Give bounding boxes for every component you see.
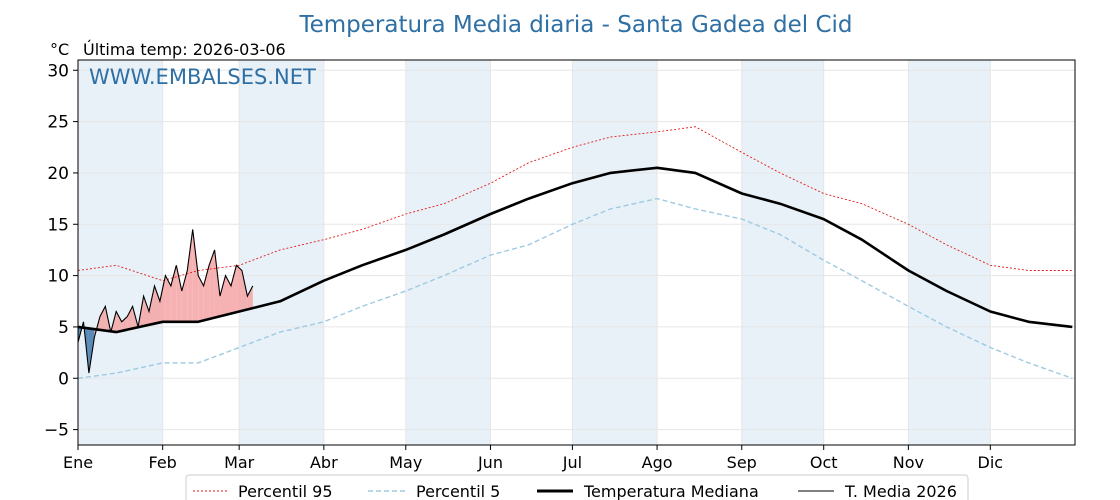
x-tick-label: Nov: [893, 453, 924, 472]
month-band: [78, 60, 163, 445]
x-tick-label: Feb: [149, 453, 177, 472]
legend-box: [185, 474, 969, 500]
y-axis-ticks: −5 0 5 10 15 20 25 30: [44, 61, 78, 441]
x-tick-label: Mar: [224, 453, 255, 472]
watermark: WWW.EMBALSES.NET: [89, 65, 316, 89]
legend-label-median: Temperatura Mediana: [583, 482, 759, 500]
anomaly-fill-above: [176, 265, 182, 322]
legend-label-current: T. Media 2026: [844, 482, 957, 500]
series-lines: [77, 126, 1073, 379]
x-tick-label: Jun: [477, 453, 503, 472]
anomaly-fill-above: [236, 265, 242, 313]
anomaly-fill-above: [149, 285, 155, 325]
y-tick-label: 5: [58, 318, 69, 338]
anomaly-fill-above: [230, 265, 237, 314]
anomaly-fill-above: [220, 275, 226, 317]
x-tick-label: May: [389, 453, 422, 472]
anomaly-fill-above: [99, 306, 106, 331]
x-tick-label: Ago: [642, 453, 673, 472]
anomaly-fill-above: [209, 249, 215, 320]
x-tick-label: Oct: [810, 453, 838, 472]
month-band: [741, 60, 824, 445]
anomaly-fill-above: [143, 296, 150, 327]
y-tick-label: 20: [47, 164, 69, 184]
plot-frame: [77, 59, 1076, 446]
month-band: [405, 60, 491, 445]
chart-title: Temperatura Media diaria - Santa Gadea d…: [298, 12, 852, 38]
month-bands: [78, 60, 991, 445]
x-tick-label: Abr: [310, 453, 338, 472]
x-tick-label: Ene: [63, 453, 93, 472]
series-line-current: [77, 229, 254, 374]
last-temp-label: Última temp: 2026-03-06: [83, 40, 286, 59]
anomaly-fill-above: [159, 275, 166, 323]
anomaly-fill-above: [116, 311, 122, 333]
month-band: [908, 60, 991, 445]
y-tick-label: 30: [47, 61, 69, 81]
anomaly-fill-above: [165, 275, 171, 322]
anomaly-fill-above: [121, 316, 128, 331]
y-tick-label: 0: [58, 369, 69, 389]
legend-label-p5: Percentil 5: [416, 482, 500, 500]
anomaly-fill-above: [203, 265, 210, 321]
y-tick-label: −5: [44, 421, 69, 441]
x-axis-ticks: Ene Feb Mar Abr May Jun Jul Ago Sep Oct Nov Dic: [63, 445, 1003, 472]
legend-label-p95: Percentil 95: [238, 482, 333, 500]
y-tick-label: 25: [47, 113, 69, 133]
anomaly-fill-above: [225, 275, 231, 315]
month-band: [572, 60, 658, 445]
month-band: [239, 60, 324, 445]
y-tick-label: 15: [47, 215, 69, 235]
anomaly-fill-above: [198, 275, 204, 322]
x-tick-label: Sep: [727, 453, 757, 472]
series-line-median: [77, 166, 1073, 334]
series-line-p95: [77, 126, 1073, 282]
x-tick-label: Jul: [562, 453, 582, 472]
x-tick-label: Dic: [978, 453, 1004, 472]
anomaly-fill-above: [241, 270, 248, 311]
anomaly-fill-above: [170, 265, 177, 322]
anomaly-fill-above: [247, 285, 253, 310]
anomaly-fill-above: [192, 229, 199, 322]
anomaly-fill-above: [127, 306, 133, 330]
anomaly-fill-above: [154, 285, 160, 324]
anomaly-fill-above: [187, 229, 193, 322]
anomaly-fill-above: [181, 270, 188, 322]
series-line-p5: [77, 197, 1073, 379]
legend: Percentil 95 Percentil 5 Temperatura Med…: [185, 474, 969, 500]
anomaly-fill-above: [214, 249, 221, 318]
y-tick-label: 10: [47, 267, 69, 287]
unit-label: °C: [50, 40, 69, 59]
